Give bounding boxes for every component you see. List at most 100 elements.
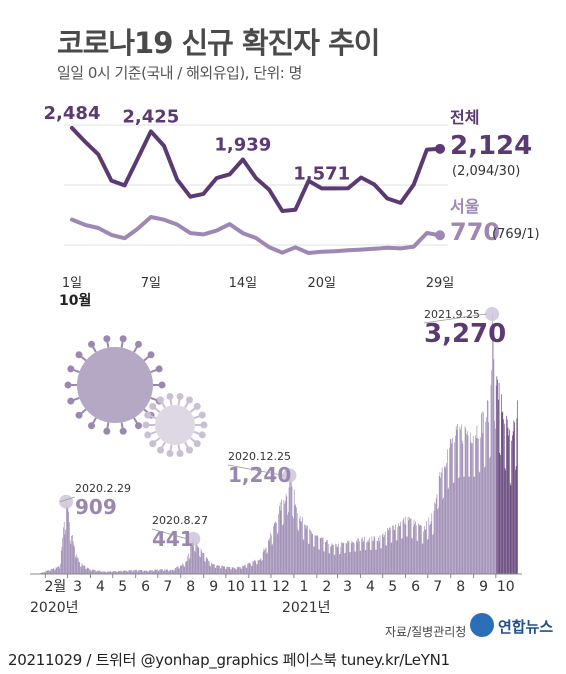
daily-bar: [205, 562, 206, 574]
daily-bar: [275, 521, 276, 574]
daily-bar: [363, 542, 364, 574]
daily-bar: [326, 542, 327, 574]
daily-bar: [71, 536, 72, 574]
daily-bar: [373, 541, 374, 574]
daily-bar: [414, 524, 415, 574]
daily-bar: [61, 551, 62, 574]
daily-bar: [488, 422, 489, 574]
daily-bar: [403, 520, 404, 574]
daily-bar: [73, 541, 74, 574]
daily-bar: [155, 570, 156, 574]
daily-bar: [156, 570, 157, 574]
daily-bar: [224, 566, 225, 574]
daily-bar: [359, 541, 360, 574]
daily-bar: [90, 569, 91, 574]
yonhap-globe-icon: [470, 613, 494, 637]
daily-bar: [210, 566, 211, 574]
daily-bar: [348, 542, 349, 574]
daily-bar: [474, 477, 475, 574]
daily-bar: [431, 513, 432, 574]
daily-bar: [421, 526, 422, 574]
daily-bar: [55, 570, 56, 574]
daily-bar: [186, 561, 187, 574]
daily-bar: [485, 467, 486, 574]
daily-bar: [341, 542, 342, 574]
daily-bar: [425, 530, 426, 574]
daily-bar: [386, 545, 387, 574]
daily-bar: [440, 478, 441, 574]
daily-bar: [231, 569, 232, 574]
daily-bar: [394, 530, 395, 574]
daily-bar: [457, 424, 458, 574]
daily-bar: [430, 524, 431, 574]
daily-bar: [440, 472, 441, 574]
daily-bar: [476, 438, 477, 574]
daily-bar: [216, 568, 217, 574]
month-label: 7: [163, 579, 172, 595]
daily-bar: [358, 539, 359, 574]
daily-bar: [428, 539, 429, 574]
total-end-breakdown: (2,094/30): [452, 164, 520, 179]
month-label: 12: [272, 579, 290, 595]
daily-bar: [252, 566, 253, 574]
daily-bar: [280, 502, 281, 574]
daily-bar: [496, 386, 497, 574]
month-label: 3: [343, 579, 352, 595]
daily-bar: [74, 547, 75, 574]
daily-bar: [293, 518, 294, 574]
daily-bar: [446, 463, 447, 574]
daily-bar: [451, 440, 452, 574]
daily-bar: [164, 569, 165, 574]
daily-bar: [66, 502, 67, 574]
daily-bar: [345, 553, 346, 574]
daily-bar: [505, 470, 506, 574]
daily-bar: [298, 531, 299, 574]
daily-bar: [502, 413, 503, 574]
daily-bar: [491, 370, 492, 574]
daily-bar: [422, 543, 423, 574]
daily-bar: [500, 455, 501, 574]
daily-bar: [60, 564, 61, 574]
daily-bar: [394, 530, 395, 574]
daily-bar: [52, 569, 53, 574]
daily-bar: [204, 553, 205, 574]
total-value-label: 2,425: [122, 106, 179, 127]
daily-bar: [201, 549, 202, 574]
daily-bar: [179, 568, 180, 574]
daily-bar: [88, 568, 89, 574]
daily-bar: [478, 439, 479, 574]
daily-bar: [195, 552, 196, 574]
daily-bar: [318, 536, 319, 574]
daily-bar: [494, 359, 495, 574]
daily-bar: [309, 544, 310, 574]
daily-bar: [350, 552, 351, 574]
daily-bar: [64, 522, 65, 574]
daily-bar: [472, 443, 473, 574]
daily-bar: [328, 544, 329, 574]
daily-bar: [284, 500, 285, 574]
month-label: 2월: [44, 579, 66, 595]
daily-bar: [306, 528, 307, 574]
daily-bar: [362, 537, 363, 574]
daily-bar: [167, 569, 168, 574]
daily-bar: [411, 518, 412, 574]
daily-bar: [125, 570, 126, 574]
daily-bar: [500, 453, 501, 574]
daily-bar: [253, 561, 254, 574]
daily-bar: [82, 565, 83, 574]
daily-bar: [338, 547, 339, 574]
month-label: 6: [141, 579, 150, 595]
daily-bar: [97, 571, 98, 574]
daily-bar: [200, 557, 201, 574]
daily-bar: [331, 546, 332, 574]
daily-bar: [334, 555, 335, 574]
daily-bar: [228, 567, 229, 574]
daily-bar: [130, 570, 131, 574]
daily-bar: [493, 331, 494, 574]
daily-bar: [176, 568, 177, 574]
daily-bar: [65, 535, 66, 574]
line-x-tick-label: 7일: [141, 276, 161, 291]
daily-bar: [342, 543, 343, 574]
daily-bar: [166, 569, 167, 574]
daily-bar: [141, 570, 142, 574]
